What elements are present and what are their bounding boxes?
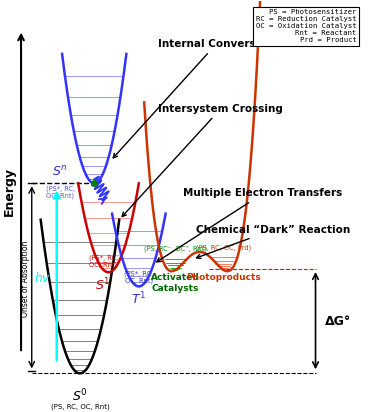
- Text: $T^1$: $T^1$: [131, 290, 146, 307]
- Text: (PS*, RC,
OC, Rnt): (PS*, RC, OC, Rnt): [124, 270, 154, 284]
- Text: (PS, RC, OC, Prd): (PS, RC, OC, Prd): [196, 245, 251, 251]
- Text: Onset of Absorption: Onset of Absorption: [21, 240, 30, 316]
- Text: PS = Photosensitizer
RC = Reduction Catalyst
OC = Oxidation Catalyst
Rnt = React: PS = Photosensitizer RC = Reduction Cata…: [256, 9, 356, 44]
- Text: $S^n$: $S^n$: [52, 165, 68, 179]
- Text: (PS*, RC,
OC, Rnt): (PS*, RC, OC, Rnt): [89, 254, 118, 268]
- Text: (PS*, RC,
OC, Rnt): (PS*, RC, OC, Rnt): [46, 185, 75, 199]
- Text: ΔG°: ΔG°: [325, 315, 351, 328]
- Text: Intersystem Crossing: Intersystem Crossing: [122, 103, 283, 217]
- Text: (PS, RC⁻, OC⁺, Rnt): (PS, RC⁻, OC⁺, Rnt): [144, 246, 207, 253]
- Text: Multiple Electron Transfers: Multiple Electron Transfers: [157, 188, 343, 262]
- Text: $S^1$: $S^1$: [95, 276, 111, 293]
- Text: Photoproducts: Photoproducts: [186, 273, 261, 282]
- Text: Internal Conversion: Internal Conversion: [113, 39, 274, 158]
- Text: $S^0$: $S^0$: [72, 388, 88, 404]
- Text: Energy: Energy: [3, 167, 16, 216]
- Text: Activated
Catalysts: Activated Catalysts: [151, 273, 200, 293]
- Text: hv: hv: [35, 272, 50, 285]
- Text: (PS, RC, OC, Rnt): (PS, RC, OC, Rnt): [51, 404, 109, 410]
- Text: Chemical “Dark” Reaction: Chemical “Dark” Reaction: [196, 225, 350, 258]
